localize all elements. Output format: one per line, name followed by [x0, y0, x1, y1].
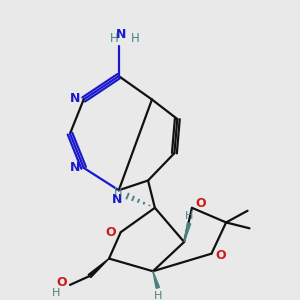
Text: N: N: [112, 193, 122, 206]
Polygon shape: [184, 223, 191, 242]
Polygon shape: [153, 271, 159, 288]
Text: H: H: [185, 211, 193, 220]
Text: H: H: [52, 288, 61, 298]
Text: N: N: [70, 92, 80, 105]
Text: H: H: [154, 291, 162, 300]
Text: O: O: [106, 226, 116, 239]
Text: O: O: [195, 197, 206, 210]
Text: H: H: [114, 187, 122, 197]
Text: N: N: [70, 161, 80, 174]
Text: H: H: [130, 32, 139, 44]
Text: O: O: [56, 276, 67, 290]
Text: N: N: [116, 28, 126, 40]
Text: H: H: [110, 32, 119, 44]
Text: O: O: [215, 249, 226, 262]
Polygon shape: [88, 259, 109, 278]
